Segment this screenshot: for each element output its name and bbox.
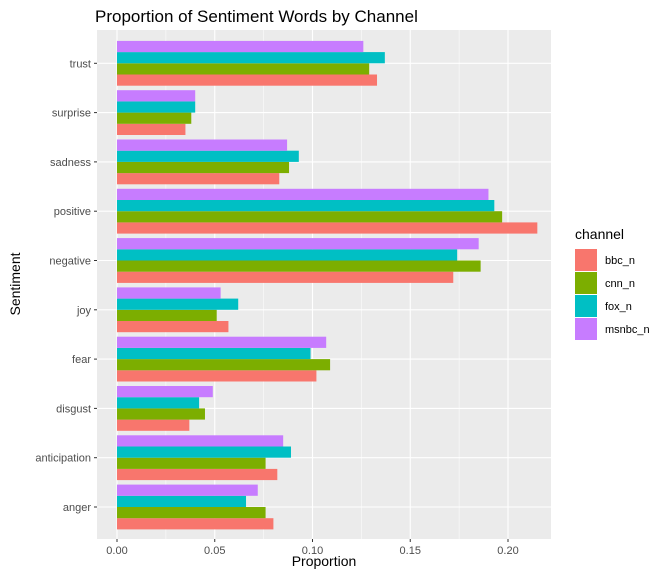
bar-disgust-bbc_n [117, 419, 190, 431]
x-axis-ticks: 0.00 0.05 0.10 0.15 0.20 [106, 539, 519, 557]
x-tick-label: 0.00 [106, 545, 127, 557]
legend-label-bbc_n: bbc_n [605, 255, 635, 267]
bar-anger-msnbc_n [117, 484, 258, 496]
y-tick-label: anticipation [35, 453, 91, 465]
bar-disgust-fox_n [117, 397, 200, 409]
bar-anticipation-fox_n [117, 446, 291, 458]
y-tick-label: fear [72, 354, 91, 366]
bar-surprise-fox_n [117, 101, 196, 113]
bar-disgust-cnn_n [117, 408, 205, 420]
x-tick-label: 0.15 [400, 545, 421, 557]
bar-trust-bbc_n [117, 74, 378, 86]
legend-items: bbc_n cnn_n fox_n msnbc_n [575, 249, 650, 340]
legend-key-fox_n [575, 295, 597, 317]
legend-label-cnn_n: cnn_n [605, 278, 635, 290]
bar-anticipation-msnbc_n [117, 435, 284, 447]
bar-positive-msnbc_n [117, 188, 489, 200]
legend: channel bbc_n cnn_n fox_n msnbc_n [575, 226, 650, 340]
bar-sadness-fox_n [117, 150, 299, 162]
bar-surprise-cnn_n [117, 112, 192, 124]
bar-trust-fox_n [117, 52, 385, 64]
x-tick-label: 0.05 [204, 545, 225, 557]
bar-negative-cnn_n [117, 260, 481, 272]
bar-positive-cnn_n [117, 211, 503, 223]
bar-negative-fox_n [117, 249, 458, 261]
bar-surprise-msnbc_n [117, 90, 196, 102]
y-tick-label: positive [54, 206, 91, 218]
x-axis-title: Proportion [292, 553, 357, 569]
bar-fear-cnn_n [117, 359, 331, 371]
legend-key-bbc_n [575, 249, 597, 271]
bar-fear-bbc_n [117, 370, 317, 382]
bar-surprise-bbc_n [117, 123, 186, 135]
bar-sadness-msnbc_n [117, 139, 288, 151]
y-axis-ticks: anger anticipation disgust fear joy negative p… [35, 58, 97, 514]
bar-joy-msnbc_n [117, 287, 221, 299]
x-tick-label: 0.10 [302, 545, 323, 557]
bar-joy-cnn_n [117, 309, 217, 321]
bar-joy-bbc_n [117, 321, 229, 333]
bar-anger-bbc_n [117, 518, 274, 530]
bar-positive-bbc_n [117, 222, 538, 234]
y-tick-label: trust [70, 58, 91, 70]
y-tick-label: disgust [56, 403, 91, 415]
bars-group [117, 40, 538, 530]
bar-anger-cnn_n [117, 507, 266, 519]
bar-disgust-msnbc_n [117, 386, 213, 398]
legend-label-msnbc_n: msnbc_n [605, 324, 650, 336]
bar-fear-msnbc_n [117, 336, 327, 348]
bar-negative-msnbc_n [117, 238, 479, 250]
y-tick-label: surprise [52, 108, 91, 120]
bar-fear-fox_n [117, 347, 311, 360]
bar-trust-msnbc_n [117, 40, 364, 53]
bar-anticipation-cnn_n [117, 457, 266, 469]
legend-key-msnbc_n [575, 318, 597, 340]
bar-negative-bbc_n [117, 271, 454, 283]
legend-key-cnn_n [575, 272, 597, 294]
bar-trust-cnn_n [117, 63, 370, 75]
y-tick-label: negative [49, 256, 91, 268]
bar-sadness-bbc_n [117, 173, 280, 185]
y-tick-label: anger [63, 502, 91, 514]
legend-label-fox_n: fox_n [605, 301, 632, 313]
y-axis-title: Sentiment [7, 252, 23, 315]
chart-title: Proportion of Sentiment Words by Channel [95, 7, 418, 26]
bar-anger-fox_n [117, 495, 247, 507]
bar-joy-fox_n [117, 298, 239, 310]
y-tick-label: sadness [50, 157, 91, 169]
bar-positive-fox_n [117, 200, 495, 212]
legend-title: channel [575, 226, 624, 242]
bar-anticipation-bbc_n [117, 468, 278, 481]
x-tick-label: 0.20 [497, 545, 518, 557]
y-tick-label: joy [76, 305, 92, 317]
bar-sadness-cnn_n [117, 161, 290, 174]
